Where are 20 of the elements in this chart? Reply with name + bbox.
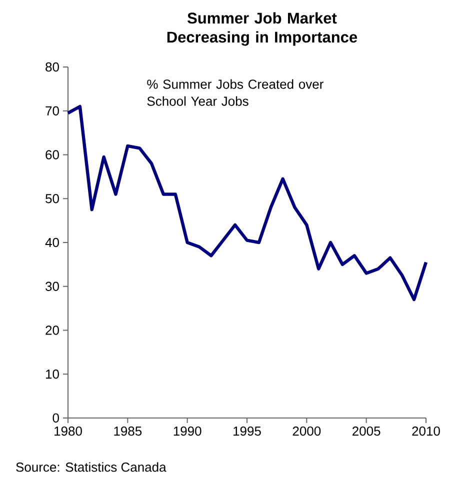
annotation: % Summer Jobs Created over School Year Jobs (147, 79, 324, 106)
y-tick-label: 60 (46, 150, 59, 160)
line-series (66, 104, 428, 302)
y-tick-label: 10 (46, 370, 59, 379)
x-tick-label: 1995 (234, 426, 261, 436)
y-tick-label: 70 (46, 106, 59, 116)
source-note: Source: Statistics Canada (16, 462, 166, 472)
y-tick-label: 50 (46, 194, 59, 204)
y-tick-label: 0 (52, 413, 59, 423)
y-tick-label: 80 (46, 62, 59, 72)
y-tick-label: 40 (45, 238, 59, 248)
chart-title: Summer Job Market Decreasing in Importance (167, 12, 358, 46)
y-tick-label: 20 (46, 326, 59, 335)
x-tick-label: 1985 (114, 426, 142, 436)
y-tick-label: 30 (46, 282, 59, 291)
x-tick-label: 1980 (54, 426, 82, 436)
x-tick-label: 1990 (174, 426, 202, 436)
x-tick-label: 2010 (412, 426, 440, 436)
x-tick-label: 2005 (352, 426, 380, 436)
x-tick-label: 2000 (292, 426, 321, 436)
